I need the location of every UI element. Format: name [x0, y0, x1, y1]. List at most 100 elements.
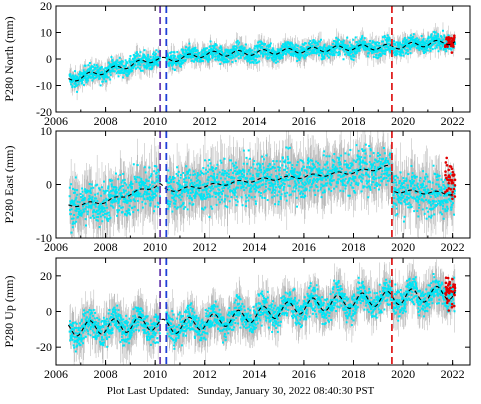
data-point [213, 180, 216, 183]
data-point [154, 52, 157, 55]
data-point [235, 46, 238, 49]
data-point [405, 41, 408, 44]
data-point [179, 62, 182, 65]
data-point [206, 47, 209, 50]
data-point [272, 56, 275, 59]
data-point [94, 193, 97, 196]
data-point [113, 200, 116, 203]
data-point [139, 192, 142, 195]
data-point [408, 46, 411, 49]
data-point [200, 171, 203, 174]
data-point [90, 65, 93, 68]
data-point [450, 48, 453, 51]
data-point [182, 171, 185, 174]
data-point [356, 43, 359, 46]
data-point [146, 58, 149, 61]
data-point [383, 52, 386, 55]
model-line [68, 39, 456, 82]
data-point [330, 51, 333, 54]
data-point [382, 49, 385, 52]
data-point [132, 211, 135, 214]
data-point [188, 42, 191, 45]
data-point [220, 48, 223, 51]
data-point [103, 207, 106, 210]
data-point [90, 76, 93, 79]
data-point [203, 188, 206, 191]
data-point [94, 67, 97, 70]
data-point [146, 63, 149, 66]
data-point [69, 212, 72, 215]
data-point [74, 74, 77, 77]
data-point [130, 186, 133, 189]
data-point [111, 205, 114, 208]
data-point [396, 52, 399, 55]
data-point [89, 67, 92, 70]
data-point [398, 53, 401, 56]
data-point [351, 51, 354, 54]
data-point [207, 176, 210, 179]
data-point [83, 203, 86, 206]
data-point [155, 180, 158, 183]
data-point [298, 58, 301, 61]
data-point [317, 54, 320, 57]
data-point [87, 210, 90, 213]
data-point [124, 213, 127, 216]
data-point [393, 47, 396, 50]
data-point [184, 181, 187, 184]
data-point [251, 49, 254, 52]
data-point [167, 56, 170, 59]
data-point [126, 201, 129, 204]
data-point [260, 42, 263, 45]
data-point [93, 200, 96, 203]
data-point [170, 57, 173, 60]
data-point [314, 41, 317, 44]
data-point [187, 170, 190, 173]
data-point [408, 44, 411, 47]
data-point [345, 50, 348, 53]
data-point [135, 51, 138, 54]
data-point [198, 180, 201, 183]
data-point [322, 48, 325, 51]
data-point [198, 189, 201, 192]
data-point [306, 54, 309, 57]
data-point [338, 53, 341, 56]
data-point [352, 58, 355, 61]
data-point [346, 48, 349, 51]
data-point [214, 48, 217, 51]
data-point [166, 181, 169, 184]
data-point [119, 197, 122, 200]
data-point [342, 58, 345, 61]
data-point [72, 75, 75, 78]
data-point [143, 182, 146, 185]
data-point [138, 62, 141, 65]
data-point [257, 54, 260, 57]
data-point [428, 45, 431, 48]
data-point [206, 187, 209, 190]
data-point [89, 73, 92, 76]
data-point [445, 47, 448, 50]
data-point [260, 40, 263, 43]
data-point [216, 50, 219, 53]
data-point [76, 77, 79, 80]
data-point [200, 197, 203, 200]
data-point [134, 193, 137, 196]
data-point [80, 214, 83, 217]
data-points [68, 143, 457, 234]
data-point [402, 54, 405, 57]
data-point [425, 39, 428, 42]
data-point [392, 40, 395, 43]
data-point [414, 39, 417, 42]
data-point [109, 74, 112, 77]
data-point [202, 167, 205, 170]
data-point [384, 48, 387, 51]
data-point [135, 181, 138, 184]
data-point [188, 176, 191, 179]
data-point [168, 203, 171, 206]
data-point [78, 73, 81, 76]
data-point [332, 50, 335, 53]
data-point [97, 216, 100, 219]
data-point [175, 191, 178, 194]
data-point [87, 206, 90, 209]
data-point [111, 194, 114, 197]
data-point [84, 76, 87, 79]
